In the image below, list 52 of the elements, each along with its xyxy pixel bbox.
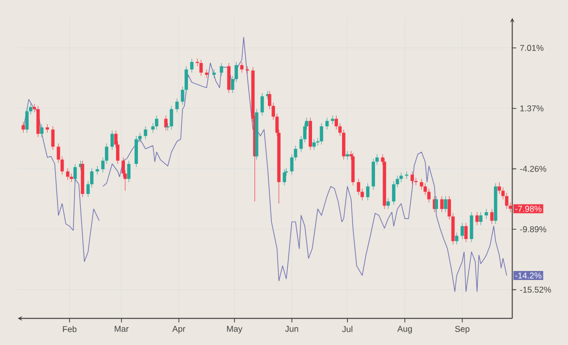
candlestick xyxy=(110,130,114,150)
x-tick-label: Mar xyxy=(114,326,129,332)
candlestick xyxy=(127,160,131,182)
candlestick xyxy=(66,168,70,180)
candlestick xyxy=(240,62,244,73)
x-tick-label: Jul xyxy=(342,326,352,332)
annotation: -14.2% xyxy=(515,272,542,278)
candlestick xyxy=(470,212,474,242)
candlestick xyxy=(227,62,231,94)
y-tick-label: -9.89% xyxy=(520,226,546,232)
x-tick-label: Sep xyxy=(455,326,470,334)
candlestick xyxy=(51,126,55,150)
candlestick xyxy=(101,157,105,173)
candlestick xyxy=(444,196,448,212)
candlestick xyxy=(220,62,224,76)
candlestick xyxy=(386,198,390,210)
y-tick-label: -15.52% xyxy=(520,286,551,293)
candlestick xyxy=(190,58,194,73)
candlestick xyxy=(212,69,216,78)
candlestick xyxy=(154,115,158,130)
candlestick xyxy=(170,106,174,130)
candlestick xyxy=(464,222,468,242)
x-tick-label: Apr xyxy=(172,326,186,334)
candlestick xyxy=(40,124,44,138)
candlestick xyxy=(320,122,324,145)
x-tick-label: Jun xyxy=(285,326,298,332)
candlestick xyxy=(479,212,482,226)
candlestick xyxy=(434,196,438,212)
candlestick xyxy=(144,126,148,140)
candlestick xyxy=(260,92,264,116)
y-tick-label: 1.37% xyxy=(520,105,544,112)
candlestick xyxy=(73,163,77,182)
candlestick xyxy=(325,117,329,130)
y-tick-label: 7.01% xyxy=(520,44,544,51)
candlestick xyxy=(460,222,464,240)
annotation: -7.98% xyxy=(515,206,542,212)
candlestick xyxy=(484,208,488,219)
x-tick-label: Feb xyxy=(62,326,76,332)
candlestick xyxy=(420,178,424,190)
x-tick-label: May xyxy=(227,326,242,334)
candlestick xyxy=(366,182,370,200)
y-tick-label: -4.26% xyxy=(520,166,546,172)
x-tick-label: Aug xyxy=(397,326,412,334)
candlestick xyxy=(175,98,179,112)
candlestick xyxy=(440,196,444,212)
candlestick xyxy=(490,208,494,224)
candlestick xyxy=(475,212,479,226)
candlestick xyxy=(410,170,414,184)
candlestick xyxy=(104,143,108,164)
candlestick xyxy=(455,232,458,244)
candlestick xyxy=(356,178,360,196)
candlestick xyxy=(22,122,25,133)
